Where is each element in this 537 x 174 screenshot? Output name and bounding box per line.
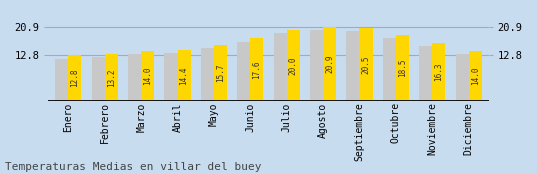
Bar [469, 51, 482, 101]
Bar [310, 30, 323, 101]
Text: 15.7: 15.7 [216, 64, 225, 82]
Text: 20.5: 20.5 [361, 55, 371, 74]
Text: 16.3: 16.3 [434, 63, 444, 81]
Bar [68, 55, 82, 101]
Text: 18.5: 18.5 [398, 59, 407, 77]
Bar [359, 28, 373, 101]
Text: 14.4: 14.4 [179, 66, 188, 85]
Text: Temperaturas Medias en villar del buey: Temperaturas Medias en villar del buey [5, 162, 262, 172]
Text: 14.0: 14.0 [471, 67, 480, 85]
Bar [164, 53, 178, 101]
Bar [141, 51, 154, 101]
Bar [346, 31, 359, 101]
Bar [419, 46, 432, 101]
Bar [383, 38, 396, 101]
Bar [237, 42, 250, 101]
Bar [273, 33, 287, 101]
Text: 17.6: 17.6 [252, 60, 262, 79]
Bar [214, 45, 227, 101]
Text: 12.8: 12.8 [70, 69, 79, 87]
Text: 20.0: 20.0 [289, 56, 297, 75]
Bar [455, 54, 469, 101]
Bar [178, 50, 191, 101]
Bar [396, 35, 409, 101]
Text: 14.0: 14.0 [143, 67, 152, 85]
Bar [128, 54, 141, 101]
Bar [287, 30, 300, 101]
Bar [201, 48, 214, 101]
Text: 13.2: 13.2 [107, 68, 116, 87]
Bar [105, 54, 118, 101]
Bar [55, 59, 68, 101]
Text: 20.9: 20.9 [325, 54, 334, 73]
Bar [432, 43, 445, 101]
Bar [250, 38, 264, 101]
Bar [92, 57, 105, 101]
Bar [323, 27, 336, 101]
